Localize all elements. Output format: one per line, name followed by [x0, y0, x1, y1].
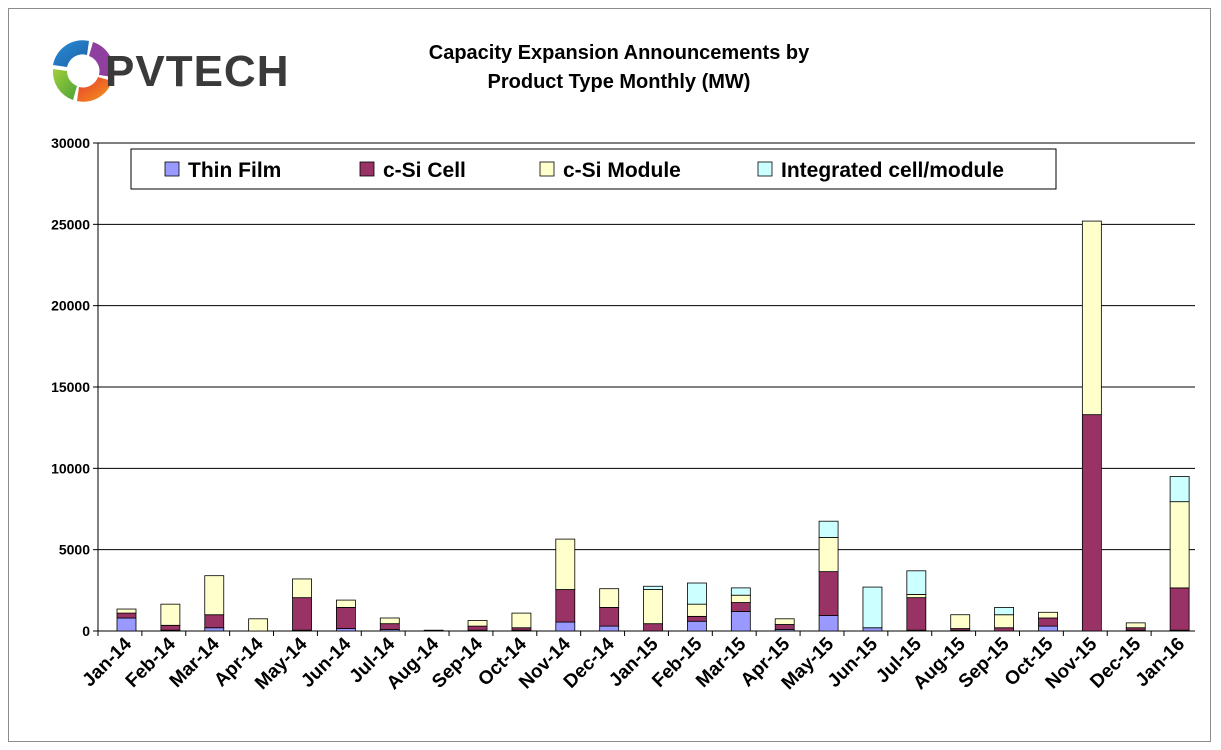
bar-segment — [862, 627, 883, 632]
x-tick-label: Dec-15 — [1086, 633, 1145, 692]
bar-segment — [906, 570, 927, 595]
bar-segment — [555, 589, 576, 623]
bar-segment — [906, 597, 927, 631]
bar-segment — [599, 625, 620, 632]
bar-segment — [1169, 587, 1190, 631]
bar-segment — [555, 621, 576, 632]
bar-segment — [906, 594, 927, 599]
bar-segment — [643, 589, 663, 625]
pvtech-logo — [45, 33, 315, 113]
bar-segment — [730, 594, 751, 603]
legend-swatch — [359, 161, 375, 177]
y-tick-label: 30000 — [51, 135, 90, 151]
bar-segment — [818, 615, 839, 632]
bar-segment — [643, 623, 663, 632]
bar-segment — [292, 597, 312, 631]
bar-segment — [335, 599, 356, 608]
chart-title-line-1: Capacity Expansion Announcements by — [428, 42, 810, 64]
bar-segment — [204, 575, 225, 616]
bar-segment — [774, 618, 795, 625]
bar-segment — [994, 607, 1014, 616]
bar-segment — [423, 629, 444, 632]
bar-segment — [116, 617, 137, 632]
legend-label: c-Si Cell — [383, 159, 466, 182]
bar-segment — [379, 617, 400, 625]
bar-segment — [1081, 220, 1102, 416]
bar-segment — [730, 602, 751, 612]
bar-segment — [1169, 501, 1190, 589]
logo-wordmark: PVTECH — [105, 47, 290, 96]
bar-segment — [204, 614, 225, 629]
y-tick-label: 25000 — [51, 216, 90, 232]
bar-segment — [687, 615, 707, 622]
x-tick-label: Mar-14 — [166, 633, 224, 691]
logo-icon — [52, 40, 114, 102]
y-tick-label: 15000 — [51, 379, 90, 395]
x-tick-label: Sep-14 — [428, 633, 487, 692]
bar-segment — [687, 603, 707, 617]
y-tick-label: 0 — [82, 623, 90, 639]
bar-segment — [687, 620, 707, 632]
bar-segment — [116, 608, 137, 614]
bar-segment — [950, 614, 971, 629]
bar-segment — [994, 627, 1014, 632]
legend-swatch — [757, 161, 773, 177]
x-tick-label: Mar-15 — [692, 633, 750, 691]
bar-segment — [599, 607, 620, 627]
x-tick-label: Dec-14 — [560, 633, 619, 692]
bar-segment — [1038, 611, 1058, 619]
bar-segment — [687, 582, 707, 605]
x-tick-label: Sep-15 — [955, 633, 1014, 692]
bar-segment — [643, 585, 663, 590]
bar-segment — [511, 612, 532, 629]
bar-segment — [248, 618, 269, 632]
bar-segment — [1081, 414, 1102, 632]
x-tick-label: Jun-15 — [824, 633, 882, 691]
bar-segment — [379, 623, 400, 630]
bar-segment — [116, 612, 137, 619]
y-tick-label: 5000 — [59, 542, 90, 558]
bar-segment — [818, 571, 839, 616]
bar-segment — [204, 627, 225, 632]
bar-segment — [1125, 622, 1146, 629]
chart-title: Capacity Expansion Announcements by Prod… — [339, 39, 899, 97]
bar-segment — [555, 538, 576, 590]
bar-segment — [774, 624, 795, 630]
y-tick-label: 10000 — [51, 460, 90, 476]
bar-segment — [818, 520, 839, 538]
legend-swatch — [164, 161, 180, 177]
y-tick-label: 20000 — [51, 298, 90, 314]
legend-label: Integrated cell/module — [781, 159, 1004, 182]
bar-segment — [1169, 476, 1190, 503]
bar-segment — [292, 578, 312, 599]
x-tick-label: Jun-14 — [297, 633, 355, 691]
legend-label: Thin Film — [188, 159, 281, 182]
bar-segment — [818, 537, 839, 573]
chart-title-line-2: Product Type Monthly (MW) — [487, 71, 751, 93]
bar-segment — [160, 624, 181, 631]
legend-swatch — [539, 161, 555, 177]
bar-segment — [467, 625, 488, 631]
bar-segment — [467, 620, 488, 627]
bar-segment — [730, 587, 751, 596]
bar-segment — [994, 614, 1014, 629]
bar-segment — [599, 588, 620, 608]
bar-segment — [862, 586, 883, 629]
bar-segment — [1038, 617, 1058, 627]
legend-box — [130, 148, 1057, 190]
bar-segment — [160, 603, 181, 626]
bar-segment — [1038, 625, 1058, 632]
x-tick-label: Jan-16 — [1132, 634, 1189, 691]
bar-segment — [335, 607, 356, 629]
bar-segment — [730, 611, 751, 632]
legend-label: c-Si Module — [563, 159, 681, 182]
